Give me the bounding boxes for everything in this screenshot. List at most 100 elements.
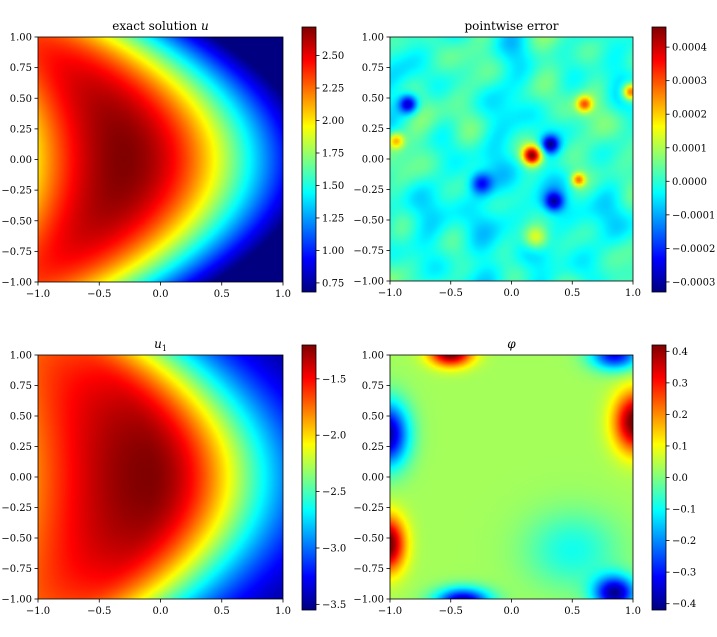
y-tick-label: 0.00 — [362, 473, 384, 484]
y-tick-label: 1.00 — [10, 351, 32, 362]
colorbar-frame — [301, 344, 317, 611]
colorbar-tick-label: −3.0 — [322, 543, 346, 554]
x-tick-label: 0.0 — [153, 289, 169, 300]
colorbar-tick-label: 2.50 — [322, 51, 344, 62]
y-tick-label: 1.00 — [362, 351, 384, 362]
colorbar-phi — [652, 345, 666, 610]
colorbar-tick-label: 1.75 — [322, 149, 344, 160]
y-tick-label: 0.75 — [10, 381, 32, 392]
colorbar-tick-label: 1.00 — [322, 246, 344, 257]
colorbar-tick-label: 1.50 — [322, 181, 344, 192]
y-tick-label: −0.25 — [1, 503, 32, 514]
subplot-title: exact solution u — [112, 19, 209, 33]
x-tick-label: 0.5 — [564, 288, 580, 299]
x-tick-label: 0.0 — [153, 606, 169, 617]
heatmap-u1 — [38, 355, 283, 599]
colorbar-tick-label: −0.4 — [672, 599, 696, 610]
heatmap-phi — [390, 355, 633, 599]
x-tick-label: 1.0 — [275, 289, 291, 300]
y-tick-label: −1.00 — [353, 277, 384, 288]
colorbar-err — [652, 27, 666, 292]
x-tick-label: −1.0 — [378, 288, 402, 299]
y-tick-label: −1.00 — [1, 595, 32, 606]
y-tick-label: 0.25 — [10, 442, 32, 453]
y-tick-label: 0.75 — [362, 381, 384, 392]
colorbar-tick-label: 0.0002 — [672, 110, 707, 121]
colorbar-tick-label: −0.1 — [672, 505, 696, 516]
colorbar-tick-label: −0.0003 — [672, 277, 715, 288]
y-tick-label: −0.50 — [353, 216, 384, 227]
y-tick-label: 1.00 — [10, 33, 32, 44]
y-tick-label: 0.00 — [10, 155, 32, 166]
colorbar-tick-label: 0.4 — [672, 347, 688, 358]
x-tick-label: 0.0 — [504, 288, 520, 299]
subplot-u: exact solution u −1.0 −0.5 0.0 0.5 1.0 1.00 0.7… — [1, 19, 344, 300]
colorbar-tick-label: 0.2 — [672, 410, 688, 421]
y-tick-label: 0.75 — [10, 63, 32, 74]
x-tick-label: −1.0 — [26, 289, 50, 300]
x-tick-label: 0.5 — [214, 289, 230, 300]
y-tick-label: 1.00 — [362, 33, 384, 44]
y-tick-label: −0.50 — [1, 216, 32, 227]
y-tick-label: 0.00 — [10, 473, 32, 484]
y-tick-label: 0.50 — [10, 412, 32, 423]
heatmap-err — [390, 37, 633, 281]
colorbar-tick-label: 0.0004 — [672, 43, 707, 54]
y-tick-label: −0.75 — [1, 564, 32, 575]
y-tick-label: 0.00 — [362, 155, 384, 166]
x-tick-label: −0.5 — [87, 289, 111, 300]
y-tick-label: −1.00 — [1, 278, 32, 289]
x-tick-label: −0.5 — [87, 606, 111, 617]
colorbar-tick-label: −0.0002 — [672, 244, 715, 255]
colorbar-u — [302, 27, 316, 292]
y-tick-label: 0.25 — [362, 124, 384, 135]
colorbar-tick-label: −0.3 — [672, 568, 696, 579]
y-tick-label: −1.00 — [353, 595, 384, 606]
subplot-title: u1 — [154, 337, 167, 353]
x-tick-label: 1.0 — [625, 606, 641, 617]
y-tick-label: 0.50 — [362, 94, 384, 105]
y-tick-label: −0.25 — [353, 185, 384, 196]
x-tick-label: 0.0 — [504, 606, 520, 617]
y-tick-label: −0.75 — [353, 246, 384, 257]
colorbar-tick-label: 0.0001 — [672, 143, 707, 154]
y-tick-label: 0.50 — [362, 412, 384, 423]
y-tick-label: 0.25 — [362, 442, 384, 453]
colorbar-frame — [651, 26, 667, 293]
colorbar-tick-label: −2.0 — [322, 431, 346, 442]
heatmap-u — [38, 37, 283, 282]
colorbar-tick-label: 0.3 — [672, 378, 688, 389]
x-tick-label: −0.5 — [439, 606, 463, 617]
y-tick-label: 0.75 — [362, 63, 384, 74]
colorbar-tick-label: −3.5 — [322, 600, 346, 611]
y-tick-label: 0.25 — [10, 124, 32, 135]
x-tick-label: −1.0 — [26, 606, 50, 617]
subplot-err: pointwise error −1.0 −0.5 0.0 0.5 1.0 1.00 0.75… — [353, 19, 715, 299]
y-tick-label: −0.25 — [353, 503, 384, 514]
colorbar-tick-label: 2.25 — [322, 84, 344, 95]
x-tick-label: 0.5 — [214, 606, 230, 617]
y-tick-label: −0.75 — [353, 564, 384, 575]
colorbar-tick-label: 0.75 — [322, 278, 344, 289]
colorbar-tick-label: −0.2 — [672, 536, 696, 547]
y-tick-label: −0.75 — [1, 247, 32, 258]
x-tick-label: 0.5 — [564, 606, 580, 617]
x-tick-label: 1.0 — [275, 606, 291, 617]
colorbar-tick-label: −2.5 — [322, 487, 346, 498]
y-tick-label: 0.50 — [10, 94, 32, 105]
colorbar-tick-label: 0.0 — [672, 473, 688, 484]
colorbar-tick-label: 1.25 — [322, 213, 344, 224]
subplot-title: pointwise error — [464, 19, 558, 33]
x-tick-label: −1.0 — [378, 606, 402, 617]
subplot-title: φ — [507, 337, 516, 351]
subplot-phi: φ −1.0 −0.5 0.0 0.5 1.0 1.00 0.75 0.50 0.25 0.00 −0… — [353, 337, 696, 617]
colorbar-tick-label: 0.0003 — [672, 76, 707, 87]
colorbar-tick-label: −1.5 — [322, 374, 346, 385]
colorbar-tick-label: 0.1 — [672, 441, 688, 452]
colorbar-frame — [301, 26, 317, 293]
subplot-u1: u1 −1.0 −0.5 0.0 0.5 1.0 1.00 0.75 0.50 0.25 0.00 −… — [1, 337, 346, 617]
x-tick-label: −0.5 — [439, 288, 463, 299]
y-tick-label: −0.50 — [1, 534, 32, 545]
x-tick-label: 1.0 — [625, 288, 641, 299]
